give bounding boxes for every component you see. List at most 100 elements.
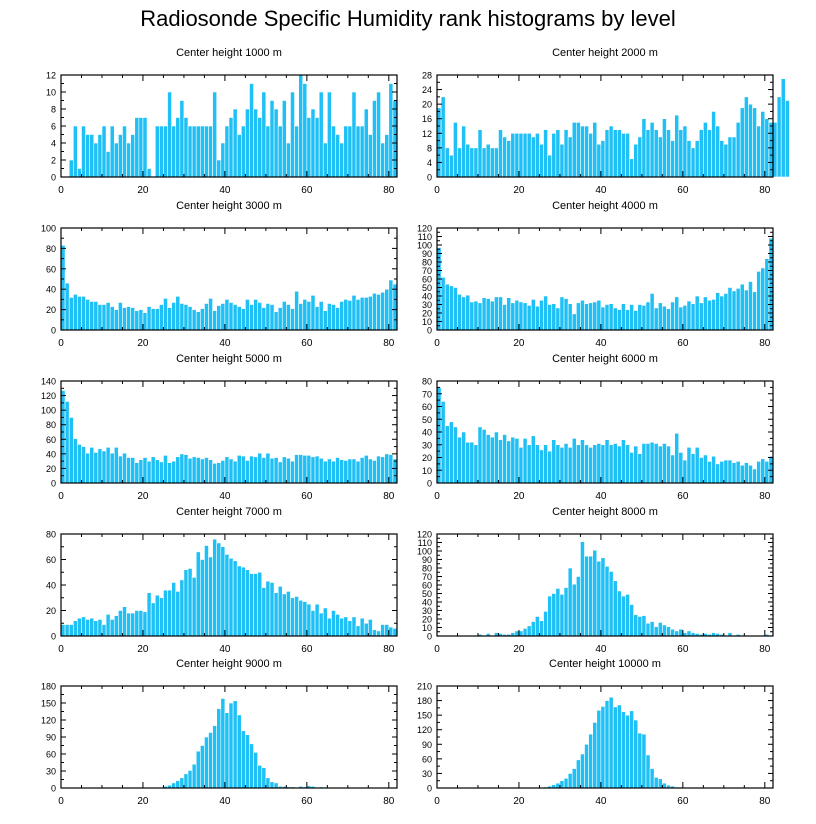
bar [616, 704, 622, 789]
bar [81, 296, 86, 331]
bar [576, 444, 581, 484]
bar [171, 460, 177, 484]
bar [469, 301, 475, 331]
bar [322, 310, 328, 331]
bar [77, 617, 82, 637]
bar [200, 125, 205, 178]
bar [535, 132, 540, 178]
bar [372, 292, 377, 331]
histogram-panel-3: Center height 3000 m 0 20 40 60 80 0 20 40 60 80 10… [41, 200, 398, 349]
bar [678, 452, 684, 484]
bar [645, 129, 651, 178]
bar [331, 610, 336, 637]
bar [68, 624, 74, 637]
y-tick-label: 60 [422, 402, 432, 412]
bar [159, 304, 164, 331]
bar [518, 446, 524, 484]
histogram-panel-6: Center height 6000 m 0 20 40 60 80 0 10 20 30 40 50… [422, 353, 774, 502]
bar [592, 122, 598, 178]
bar [77, 444, 82, 484]
bar [60, 245, 66, 331]
bar [212, 463, 218, 484]
bar [253, 573, 258, 637]
bar [465, 294, 471, 331]
y-tick-label: 2 [51, 156, 56, 166]
bar [612, 443, 618, 484]
bar [653, 626, 659, 637]
bar [183, 304, 189, 331]
y-tick-label: 40 [46, 285, 56, 295]
bar [142, 611, 148, 637]
y-tick-label: 0 [51, 479, 56, 489]
bar [653, 129, 659, 178]
bar [494, 296, 499, 331]
bar [318, 612, 324, 637]
x-tick-label: 0 [434, 491, 440, 502]
bar [711, 111, 716, 178]
bar [625, 714, 630, 789]
bar [752, 107, 757, 178]
bar [580, 439, 585, 484]
bar [649, 441, 655, 484]
bar [592, 444, 598, 484]
bar [694, 446, 700, 484]
bar [68, 417, 74, 484]
bar [81, 616, 86, 637]
x-tick-label: 60 [677, 185, 689, 196]
bar [224, 554, 230, 637]
y-tick-label: 180 [41, 682, 56, 692]
bar [752, 468, 757, 484]
bar [666, 445, 671, 484]
panel-title: Center height 3000 m [176, 200, 282, 212]
bar [150, 456, 156, 484]
bar [306, 603, 312, 637]
bar [616, 445, 622, 484]
y-tick-label: 100 [417, 547, 432, 557]
bar [621, 132, 626, 178]
panel-title: Center height 8000 m [552, 506, 658, 518]
bar [616, 590, 622, 637]
bar [772, 122, 778, 178]
bar [126, 457, 131, 484]
y-tick-label: 90 [422, 555, 432, 565]
bar [154, 125, 160, 178]
bar [281, 301, 287, 331]
bar [645, 301, 651, 331]
bar [662, 305, 667, 331]
bar [179, 453, 185, 484]
bar [657, 778, 663, 789]
bar [690, 303, 696, 331]
bar [571, 313, 577, 331]
bar [621, 439, 626, 484]
y-tick-label: 40 [46, 581, 56, 591]
y-tick-label: 70 [422, 266, 432, 276]
bar [72, 293, 78, 331]
bar [633, 445, 639, 484]
bar [723, 459, 729, 484]
bar-series [159, 698, 332, 789]
bar [298, 454, 304, 484]
x-tick-label: 0 [58, 185, 64, 196]
bar [351, 458, 357, 484]
bar [187, 568, 193, 637]
bar [335, 134, 340, 178]
histogram-panel-7: Center height 7000 m 0 20 40 60 80 0 20 40 60 80 [46, 506, 398, 655]
bar [739, 464, 745, 484]
bar [245, 299, 250, 331]
bar [294, 454, 299, 484]
bar [302, 299, 308, 331]
y-tick-label: 110 [418, 232, 432, 242]
bar [588, 302, 594, 331]
bar [204, 125, 209, 178]
bar [154, 594, 160, 637]
bar [551, 303, 557, 331]
bar [302, 83, 308, 178]
bar [530, 621, 536, 637]
bar [118, 455, 123, 484]
bar [535, 444, 540, 484]
bar [448, 421, 454, 484]
bar [719, 295, 725, 331]
bar [686, 446, 692, 484]
y-tick-label: 4 [51, 139, 56, 149]
y-tick-label: 210 [417, 682, 432, 692]
